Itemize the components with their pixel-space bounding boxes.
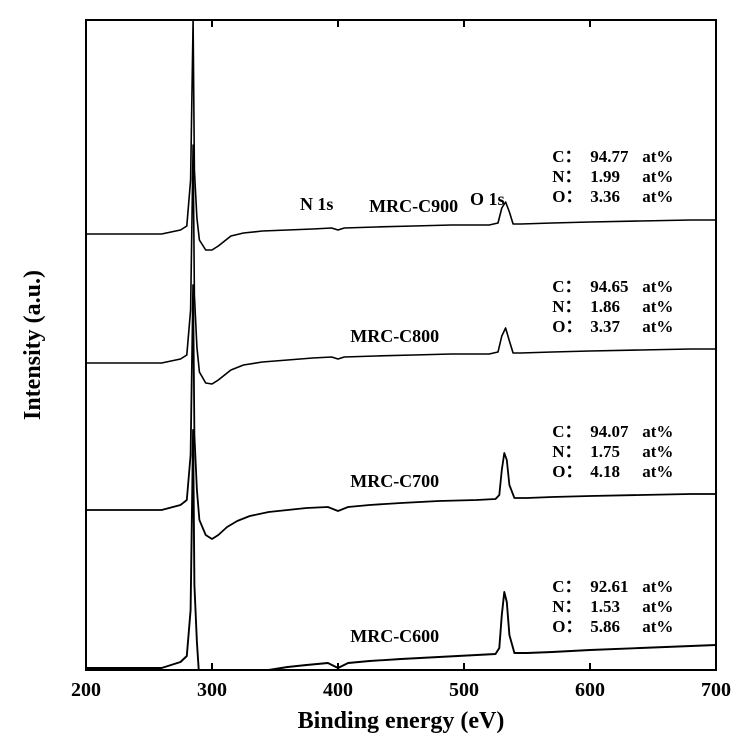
comp-value: 1.53 bbox=[590, 597, 620, 616]
comp-value: 3.37 bbox=[590, 317, 620, 336]
xps-spectra-chart: 200 300 400 500 600 700 Binding energy (eV) Int… bbox=[0, 0, 746, 747]
comp-unit: at% bbox=[642, 577, 673, 596]
series-group bbox=[86, 20, 716, 704]
comp-value: 94.77 bbox=[590, 147, 629, 166]
comp-element: C： bbox=[552, 147, 581, 166]
comp-unit: at% bbox=[642, 422, 673, 441]
series-label: MRC-C800 bbox=[350, 326, 439, 346]
comp-value: 5.86 bbox=[590, 617, 620, 636]
comp-unit: at% bbox=[642, 442, 673, 461]
peak-label: O 1s bbox=[470, 189, 505, 209]
x-axis-label: Binding energy (eV) bbox=[298, 708, 505, 734]
x-tick-label: 600 bbox=[575, 679, 605, 701]
chart-svg: 200 300 400 500 600 700 Binding energy (eV) Int… bbox=[0, 0, 746, 747]
x-tick-label: 500 bbox=[449, 679, 479, 701]
comp-element: C： bbox=[552, 277, 581, 296]
comp-unit: at% bbox=[642, 597, 673, 616]
series-label: MRC-C600 bbox=[350, 626, 439, 646]
comp-value: 4.18 bbox=[590, 462, 620, 481]
comp-element: C： bbox=[552, 422, 581, 441]
x-tick-label: 400 bbox=[323, 679, 353, 701]
x-tick-label: 700 bbox=[701, 679, 731, 701]
comp-unit: at% bbox=[642, 617, 673, 636]
comp-unit: at% bbox=[642, 317, 673, 336]
comp-element: O： bbox=[552, 187, 582, 206]
comp-unit: at% bbox=[642, 187, 673, 206]
comp-element: N： bbox=[552, 167, 581, 186]
comp-unit: at% bbox=[642, 297, 673, 316]
comp-value: 3.36 bbox=[590, 187, 620, 206]
comp-element: N： bbox=[552, 442, 581, 461]
comp-element: N： bbox=[552, 297, 581, 316]
y-axis-label: Intensity (a.u.) bbox=[20, 270, 46, 420]
series-label: MRC-C900 bbox=[369, 196, 458, 216]
comp-element: N： bbox=[552, 597, 581, 616]
series-label: MRC-C700 bbox=[350, 471, 439, 491]
comp-value: 1.99 bbox=[590, 167, 620, 186]
comp-element: C： bbox=[552, 577, 581, 596]
comp-element: O： bbox=[552, 462, 582, 481]
comp-element: O： bbox=[552, 317, 582, 336]
comp-element: O： bbox=[552, 617, 582, 636]
comp-unit: at% bbox=[642, 462, 673, 481]
comp-value: 1.75 bbox=[590, 442, 620, 461]
comp-value: 94.07 bbox=[590, 422, 629, 441]
comp-unit: at% bbox=[642, 167, 673, 186]
peak-label: N 1s bbox=[300, 194, 334, 214]
spectrum-MRC-C800 bbox=[86, 145, 716, 384]
comp-unit: at% bbox=[642, 147, 673, 166]
spectrum-MRC-C700 bbox=[86, 285, 716, 539]
x-tick-label: 300 bbox=[197, 679, 227, 701]
comp-unit: at% bbox=[642, 277, 673, 296]
comp-value: 92.61 bbox=[590, 577, 628, 596]
comp-value: 1.86 bbox=[590, 297, 620, 316]
x-tick-label: 200 bbox=[71, 679, 101, 701]
comp-value: 94.65 bbox=[590, 277, 628, 296]
